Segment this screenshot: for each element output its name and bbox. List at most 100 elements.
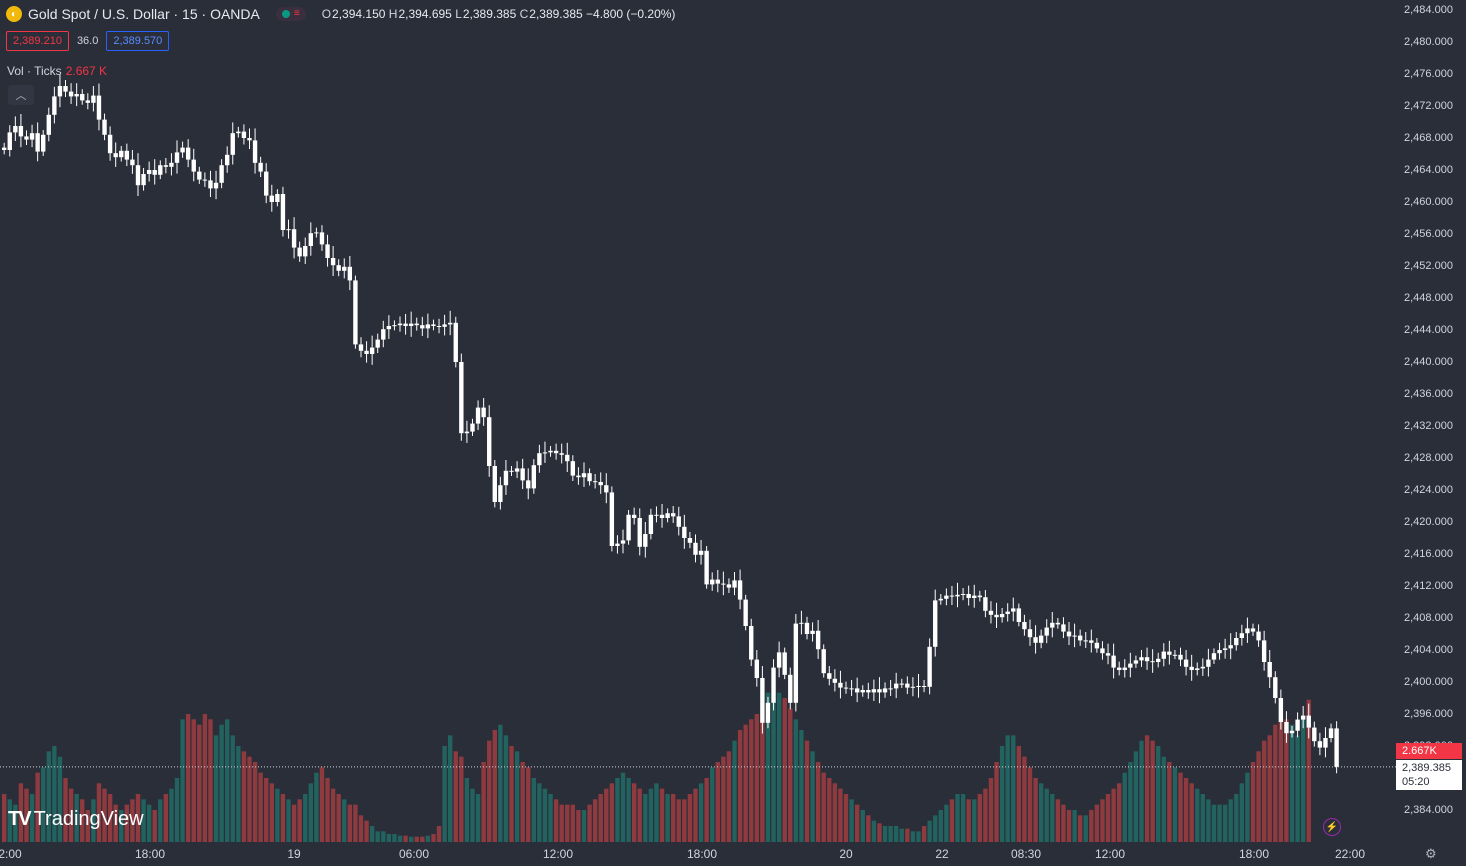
volume-bar xyxy=(782,698,787,842)
price-chart[interactable] xyxy=(0,0,1396,842)
candle xyxy=(1300,706,1306,729)
candle xyxy=(241,124,247,145)
candle xyxy=(141,168,146,191)
volume-bar xyxy=(1200,794,1205,842)
candle xyxy=(1061,617,1066,639)
settings-gear-icon[interactable]: ⚙ xyxy=(1425,846,1437,861)
volume-bar xyxy=(587,804,592,842)
volume-bar xyxy=(330,788,336,842)
volume-label: Vol · Ticks xyxy=(7,64,62,78)
symbol-legend: ◐ Gold Spot / U.S. Dollar · 15 · OANDA ≡… xyxy=(6,6,675,22)
volume-bar xyxy=(1033,778,1038,842)
candle xyxy=(871,679,877,702)
volume-bar xyxy=(308,783,313,842)
volume-bar xyxy=(838,788,843,842)
volume-bar xyxy=(119,810,124,842)
volume-bar xyxy=(174,778,180,842)
time-tick-label: 08:30 xyxy=(1010,847,1042,861)
lightning-icon[interactable]: ⚡ xyxy=(1323,818,1341,836)
buy-button[interactable]: 2,389.570 xyxy=(106,31,170,51)
candle xyxy=(1128,652,1133,678)
volume-bar xyxy=(414,836,419,842)
volume-bar xyxy=(581,810,587,842)
volume-bar xyxy=(264,778,269,842)
time-axis[interactable]: 2:00 18:00 19 06:00 12:00 18:00 20 22 08:30 12:00… xyxy=(0,842,1466,866)
volume-bar xyxy=(464,778,470,842)
price-tick-label: 2,428.000 xyxy=(1404,452,1453,464)
volume-bar xyxy=(1077,815,1083,842)
price-axis[interactable]: 2,484.000 2,480.000 2,476.000 2,472.000 2,46… xyxy=(1396,0,1466,842)
candle xyxy=(665,508,670,523)
volume-bar xyxy=(682,799,687,842)
volume-bar xyxy=(1133,751,1139,842)
candle xyxy=(1256,624,1261,647)
candle xyxy=(732,572,737,596)
candle xyxy=(955,582,960,608)
volume-bar xyxy=(916,831,921,842)
candle xyxy=(726,578,732,593)
candle xyxy=(866,682,871,699)
candle xyxy=(269,184,274,212)
price-tick-label: 2,448.000 xyxy=(1404,292,1453,304)
volume-bar xyxy=(1139,740,1144,842)
volume-bar xyxy=(1261,740,1267,842)
candle xyxy=(213,170,219,200)
sell-button[interactable]: 2,389.210 xyxy=(6,31,69,51)
candle xyxy=(481,398,486,426)
tv-brand-name: TradingView xyxy=(33,808,144,830)
candle xyxy=(509,466,514,476)
volume-legend[interactable]: Vol · Ticks 2.667 K xyxy=(7,64,107,78)
volume-bar xyxy=(972,799,977,842)
volume-bar xyxy=(637,788,642,842)
volume-bar xyxy=(793,719,799,842)
candle xyxy=(972,584,977,608)
time-tick-label: 18:00 xyxy=(1238,847,1270,861)
volume-bar xyxy=(1105,794,1111,842)
collapse-legend-button[interactable]: ︿ xyxy=(8,85,34,105)
candle xyxy=(1100,641,1105,660)
candle xyxy=(80,89,85,105)
candle xyxy=(1206,648,1211,677)
volume-bar xyxy=(676,799,681,842)
volume-bar xyxy=(275,788,280,842)
symbol-title[interactable]: Gold Spot / U.S. Dollar · 15 · OANDA xyxy=(28,6,260,22)
price-tick-label: 2,432.000 xyxy=(1404,420,1453,432)
volume-bar xyxy=(1094,804,1100,842)
volume-bar xyxy=(52,746,57,842)
price-tick-label: 2,464.000 xyxy=(1404,164,1453,176)
candle xyxy=(559,443,564,464)
candle xyxy=(598,472,603,494)
volume-bar xyxy=(704,778,709,842)
candle xyxy=(1312,721,1317,747)
last-price-label: 2,389.385 05:20 xyxy=(1396,760,1462,790)
volume-bar xyxy=(1100,799,1105,842)
volume-bar xyxy=(854,804,860,842)
volume-bar xyxy=(542,788,548,842)
time-tick-label: 20 xyxy=(839,847,853,861)
volume-bar xyxy=(659,788,665,842)
market-status[interactable]: ≡ xyxy=(275,7,306,21)
volume-bar xyxy=(643,794,648,842)
candle xyxy=(275,189,280,207)
candle xyxy=(325,234,330,267)
tv-logo-icon: TV xyxy=(8,808,32,830)
volume-bar xyxy=(737,730,743,842)
candle xyxy=(475,400,481,431)
candle xyxy=(1161,643,1166,667)
candle xyxy=(882,682,888,698)
volume-bar xyxy=(832,783,838,842)
candle xyxy=(1011,597,1016,622)
candle xyxy=(74,83,79,107)
candle xyxy=(949,586,955,606)
candle xyxy=(910,677,916,697)
candle xyxy=(877,677,882,704)
tradingview-logo[interactable]: TV TradingView xyxy=(8,808,144,831)
candle xyxy=(297,241,302,262)
candle xyxy=(303,237,308,264)
candle xyxy=(743,594,748,631)
candle xyxy=(29,124,35,148)
candle xyxy=(631,507,637,525)
price-tick-label: 2,452.000 xyxy=(1404,260,1453,272)
volume-bar xyxy=(698,783,704,842)
candle xyxy=(1289,726,1295,738)
